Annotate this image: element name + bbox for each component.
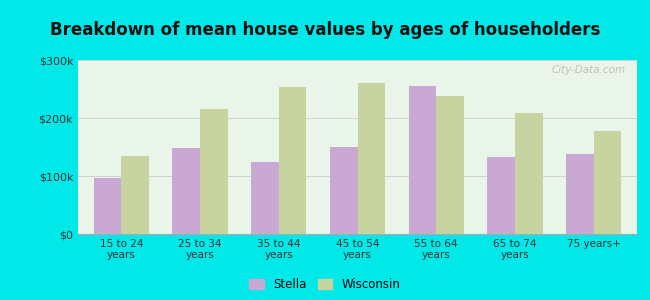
Bar — [200, 109, 227, 234]
Bar — [488, 158, 515, 234]
Text: Breakdown of mean house values by ages of householders: Breakdown of mean house values by ages o… — [50, 21, 600, 39]
Bar — [515, 113, 543, 234]
Bar — [566, 154, 593, 234]
Bar — [94, 178, 122, 234]
Bar — [593, 131, 621, 234]
Text: City-Data.com: City-Data.com — [552, 65, 626, 75]
Bar — [330, 147, 358, 234]
Bar — [251, 161, 279, 234]
Bar — [122, 156, 149, 234]
Bar — [358, 83, 385, 234]
Bar — [279, 87, 306, 234]
Bar — [409, 86, 436, 234]
Legend: Stella, Wisconsin: Stella, Wisconsin — [250, 278, 400, 291]
Bar — [172, 148, 200, 234]
Bar — [436, 96, 464, 234]
